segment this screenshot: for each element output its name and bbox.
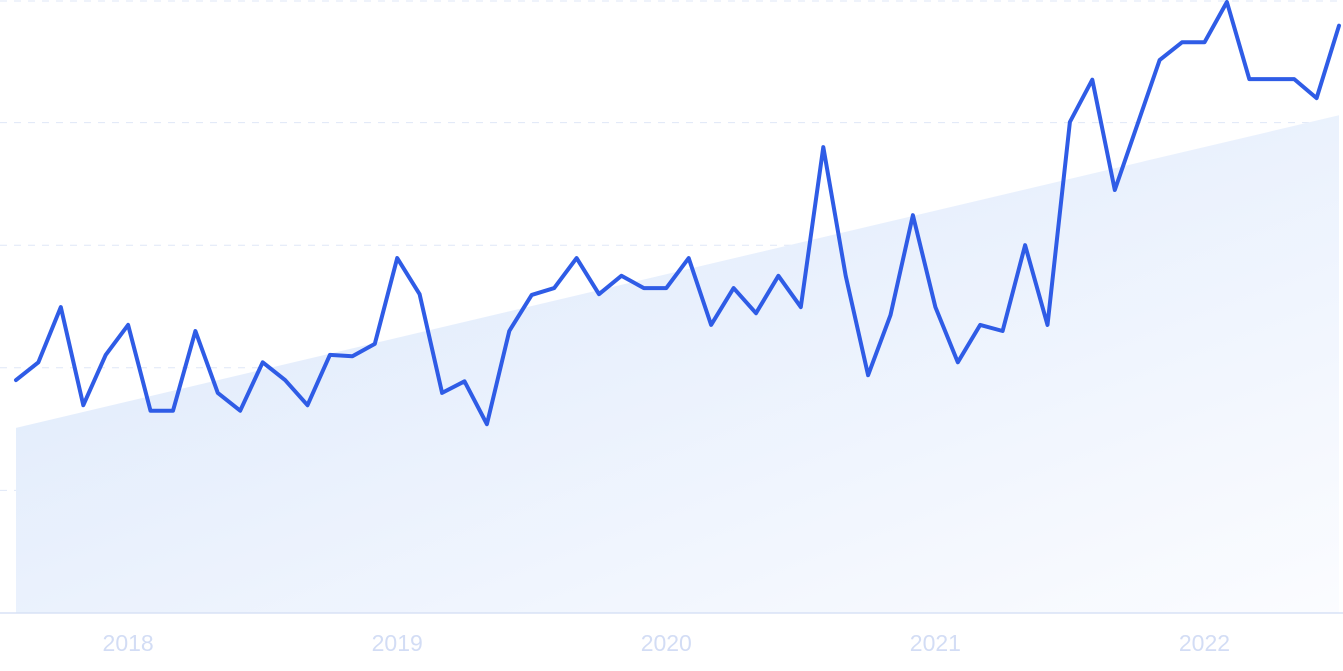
- series-line: [14, 0, 1341, 427]
- x-axis-ticks: 2018 2019 2020 2021 2022: [103, 630, 1231, 656]
- data-points: [15, 1, 1340, 425]
- trend-area: [16, 115, 1339, 613]
- x-tick-label: 2019: [372, 630, 423, 656]
- x-tick-label: 2022: [1179, 630, 1230, 656]
- x-tick-label: 2018: [103, 630, 154, 656]
- x-tick-label: 2021: [910, 630, 961, 656]
- x-tick-label: 2020: [641, 630, 692, 656]
